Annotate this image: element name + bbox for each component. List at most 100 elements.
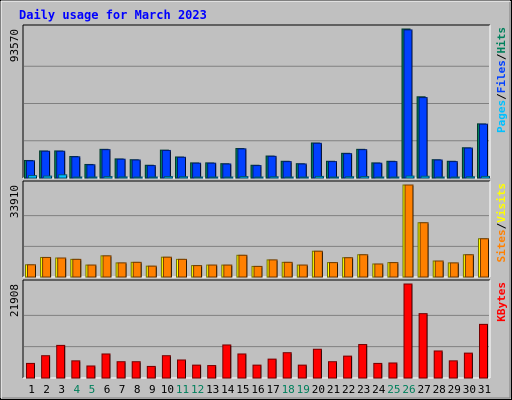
- bar-sites: [419, 222, 429, 278]
- bar-pages: [299, 176, 309, 179]
- bar-pages: [88, 176, 98, 179]
- day-label: 31: [478, 383, 491, 396]
- bar-sites: [208, 264, 218, 278]
- bar-files: [86, 164, 96, 179]
- bar-files: [56, 150, 66, 179]
- bar-pages: [224, 176, 234, 179]
- bar-sites: [72, 258, 82, 278]
- bar-pages: [405, 175, 415, 179]
- day-label: 21: [327, 383, 340, 396]
- bar-sites: [298, 264, 308, 278]
- bar-kbytes: [146, 365, 156, 379]
- legend-entry: /: [495, 93, 508, 100]
- bar-sites: [162, 256, 172, 278]
- bar-pages: [73, 176, 83, 179]
- bar-pages: [103, 176, 113, 179]
- day-label: 18: [282, 383, 295, 396]
- bar-files: [71, 156, 81, 179]
- legend-entry: Visits: [495, 183, 508, 223]
- legend-top: Pages/Files/Hits: [495, 27, 508, 133]
- bar-kbytes: [101, 353, 111, 379]
- legend-entry: Pages: [495, 100, 508, 133]
- bar-files: [282, 161, 292, 179]
- bar-files: [192, 162, 202, 179]
- bar-kbytes: [418, 313, 428, 379]
- bar-sites: [389, 262, 399, 278]
- panel-bottom: 21908 KBytes: [8, 279, 508, 379]
- day-label: 29: [448, 383, 461, 396]
- bar-files: [252, 165, 262, 179]
- chart-panels: 93570Pages/Files/Hits33910Sites/Visits21…: [8, 24, 508, 379]
- bar-kbytes: [161, 355, 171, 379]
- bar-kbytes: [192, 364, 202, 379]
- bar-sites: [464, 254, 474, 278]
- bar-sites: [434, 260, 444, 278]
- bar-pages: [118, 176, 128, 179]
- bar-pages: [179, 176, 188, 179]
- bar-pages: [481, 175, 490, 179]
- bar-kbytes: [373, 362, 383, 379]
- legend-entry: /: [495, 53, 508, 60]
- day-label: 14: [221, 383, 235, 396]
- day-label: 8: [134, 383, 141, 396]
- bar-pages: [345, 176, 355, 179]
- bar-pages: [194, 176, 204, 179]
- day-label: 1: [28, 383, 35, 396]
- bar-kbytes: [71, 360, 81, 379]
- bar-files: [448, 161, 458, 179]
- bar-sites: [132, 261, 142, 278]
- y-max-label: 21908: [8, 284, 21, 317]
- bar-kbytes: [131, 361, 141, 379]
- day-label: 23: [357, 383, 370, 396]
- bar-kbytes: [237, 353, 247, 379]
- bar-files: [41, 150, 51, 179]
- bar-kbytes: [267, 358, 277, 379]
- day-label: 22: [342, 383, 355, 396]
- bar-pages: [360, 176, 370, 179]
- day-label: 20: [312, 383, 325, 396]
- bar-kbytes: [222, 344, 232, 379]
- bar-kbytes: [312, 348, 322, 379]
- bar-kbytes: [41, 355, 51, 379]
- legend-entry: KBytes: [495, 282, 508, 322]
- bar-sites: [329, 262, 338, 278]
- bar-sites: [238, 254, 248, 278]
- day-label: 27: [417, 383, 430, 396]
- bar-sites: [283, 261, 293, 278]
- y-max-label: 93570: [8, 29, 21, 62]
- bar-pages: [314, 175, 324, 179]
- legend-entry: Files: [495, 60, 508, 93]
- day-label: 5: [89, 383, 96, 396]
- bar-kbytes: [479, 323, 488, 379]
- bar-kbytes: [56, 344, 66, 379]
- bar-files: [131, 159, 141, 179]
- day-label: 4: [73, 383, 80, 396]
- bar-files: [207, 162, 217, 179]
- bar-kbytes: [328, 361, 337, 379]
- bar-kbytes: [207, 365, 217, 379]
- bar-files: [373, 162, 383, 179]
- bar-sites: [42, 256, 52, 278]
- bar-sites: [313, 250, 323, 278]
- day-label: 28: [433, 383, 446, 396]
- day-label: 30: [463, 383, 476, 396]
- bar-sites: [147, 265, 157, 278]
- day-label: 3: [58, 383, 65, 396]
- day-label: 2: [43, 383, 50, 396]
- bar-kbytes: [433, 350, 443, 379]
- bar-kbytes: [297, 364, 307, 379]
- day-labels: 1 2 3 4 5 6 7 8 9 10 11 12 13 14 15 16 17 18 19 20 21 22 23 24 2…: [28, 383, 491, 396]
- bar-pages: [209, 176, 219, 179]
- day-label: 13: [206, 383, 219, 396]
- bar-kbytes: [463, 352, 473, 379]
- bar-files: [358, 149, 368, 179]
- bar-pages: [148, 176, 158, 179]
- bar-pages: [390, 176, 400, 179]
- bar-pages: [28, 175, 37, 179]
- bar-sites: [374, 263, 384, 278]
- bar-kbytes: [343, 355, 353, 379]
- day-label: 11: [176, 383, 189, 396]
- day-label: 7: [119, 383, 126, 396]
- bar-files: [312, 142, 322, 179]
